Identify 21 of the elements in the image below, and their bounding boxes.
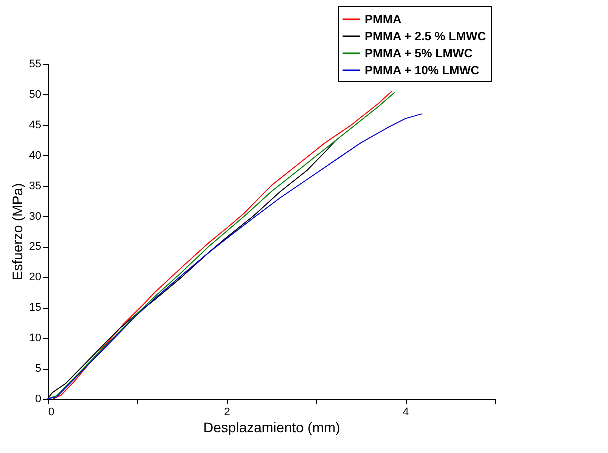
y-tick-label: 40 — [29, 150, 42, 162]
y-tick-label: 30 — [29, 210, 42, 223]
x-tick-label: 2 — [224, 406, 230, 418]
x-tick-label: 4 — [403, 406, 410, 418]
y-tick-label: 50 — [29, 88, 42, 101]
y-axis-title: Esfuerzo (MPa) — [9, 183, 26, 281]
y-tick-label: 5 — [35, 363, 42, 376]
y-tick-label: 20 — [29, 272, 42, 284]
y-tick-label: 35 — [29, 180, 42, 192]
y-tick-label: 55 — [29, 58, 42, 70]
x-axis-title: Desplazamiento (mm) — [204, 420, 340, 436]
y-tick-label: 0 — [35, 394, 42, 406]
legend-label: PMMA — [365, 12, 402, 26]
x-tick-label: 0 — [48, 406, 55, 418]
y-tick-label: 15 — [29, 302, 42, 314]
legend-label: PMMA + 2.5 % LMWC — [365, 30, 487, 44]
y-tick-label: 45 — [29, 119, 42, 132]
y-tick-label: 10 — [29, 332, 42, 345]
legend-label: PMMA + 10% LMWC — [365, 64, 480, 78]
y-tick-label: 25 — [29, 241, 42, 254]
legend-label: PMMA + 5% LMWC — [365, 46, 474, 60]
